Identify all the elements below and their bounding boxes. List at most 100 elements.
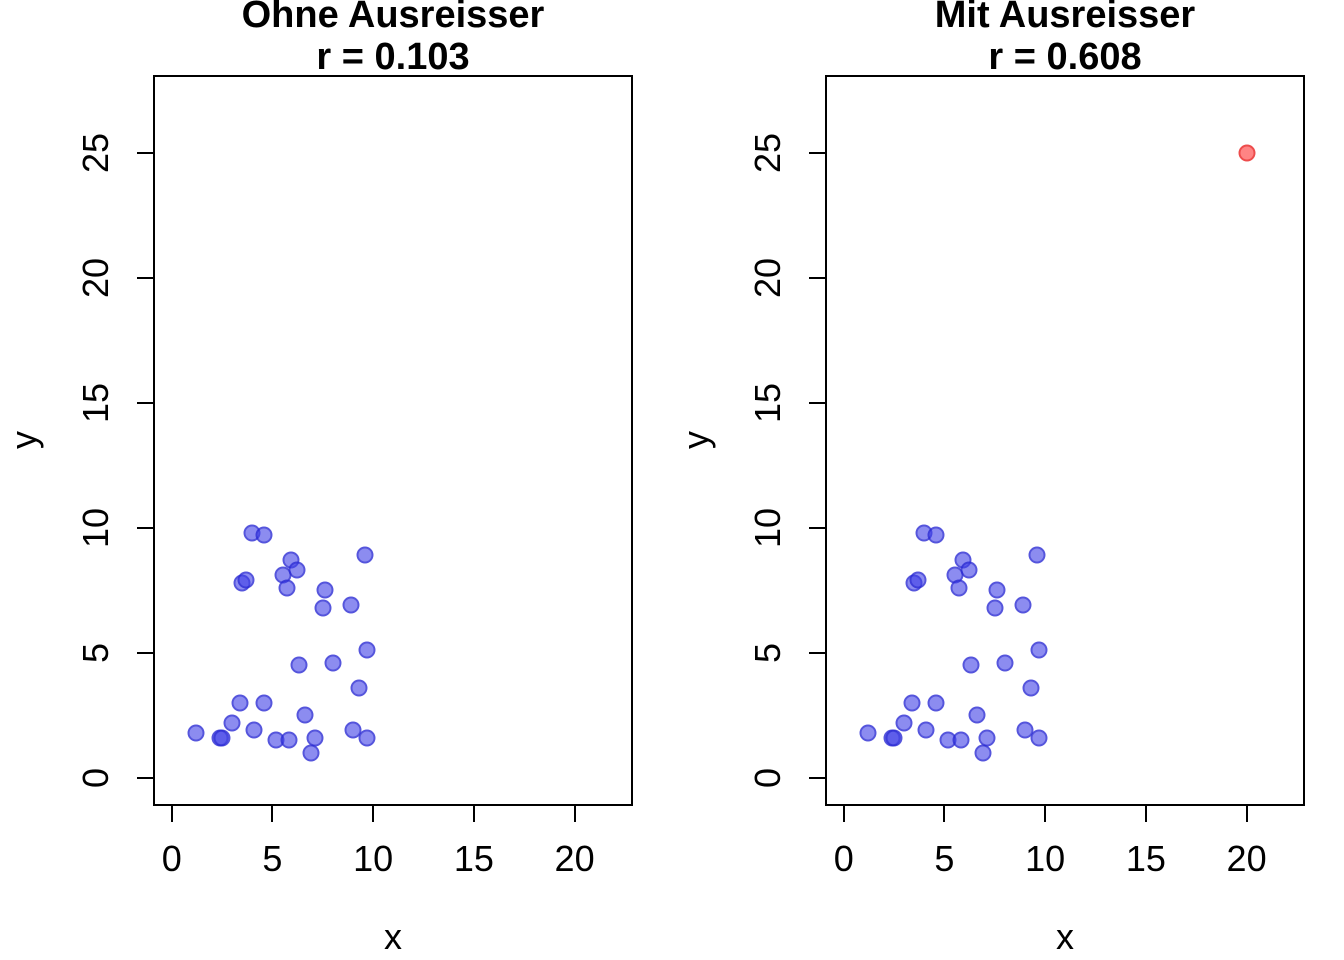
x-axis-tick-label: 0 <box>833 838 854 879</box>
y-axis-tick <box>137 776 153 779</box>
correlation-label: r = 0.103 <box>316 36 470 78</box>
y-axis-tick-label: 0 <box>747 767 788 788</box>
data-point <box>223 714 241 732</box>
x-axis-tick <box>372 806 375 822</box>
x-axis-tick <box>170 806 173 822</box>
data-point <box>1030 641 1048 659</box>
data-point <box>344 721 362 739</box>
plot-area <box>825 75 1305 806</box>
data-point <box>903 694 921 712</box>
data-point <box>237 571 255 589</box>
data-point <box>909 571 927 589</box>
x-axis-tick <box>842 806 845 822</box>
plot-title: Mit Ausreisser <box>934 0 1196 36</box>
data-point <box>302 744 320 762</box>
data-point <box>927 694 945 712</box>
data-point <box>927 526 945 544</box>
x-axis-tick-label: 20 <box>554 838 595 879</box>
data-point <box>358 641 376 659</box>
x-axis-tick <box>472 806 475 822</box>
data-point <box>324 654 342 672</box>
data-point <box>231 694 249 712</box>
y-axis-tick <box>137 151 153 154</box>
data-point <box>342 596 360 614</box>
data-point <box>255 694 273 712</box>
data-point <box>316 581 334 599</box>
x-axis-tick <box>943 806 946 822</box>
y-axis-tick <box>137 526 153 529</box>
panel-ohne-ausreisser: Ohne Ausreisser r = 0.103 x y 0 5 10 15 20 0 5… <box>3 0 633 957</box>
data-point <box>1014 596 1032 614</box>
data-point <box>356 546 374 564</box>
data-point <box>978 729 996 747</box>
data-point <box>306 729 324 747</box>
data-point <box>950 579 968 597</box>
data-point <box>917 721 935 739</box>
data-point <box>885 729 903 747</box>
x-axis-tick <box>573 806 576 822</box>
x-axis-tick-label: 15 <box>1125 838 1166 879</box>
x-axis-tick-label: 15 <box>453 838 494 879</box>
x-axis-tick <box>1044 806 1047 822</box>
data-point <box>986 599 1004 617</box>
y-axis-tick-label: 15 <box>747 382 788 423</box>
data-point <box>974 744 992 762</box>
y-axis-tick-label: 25 <box>75 132 116 173</box>
data-point <box>296 706 314 724</box>
data-point <box>895 714 913 732</box>
y-axis-tick-label: 0 <box>75 767 116 788</box>
y-axis-tick <box>137 276 153 279</box>
y-axis-tick-label: 20 <box>75 257 116 298</box>
plot-title: Ohne Ausreisser <box>241 0 545 36</box>
x-axis-tick-label: 5 <box>934 838 955 879</box>
plot-area <box>153 75 633 806</box>
y-axis-tick <box>809 401 825 404</box>
x-axis-tick <box>1245 806 1248 822</box>
panel-mit-ausreisser: Mit Ausreisser r = 0.608 x y 0 5 10 15 20 0 5 1… <box>672 0 1344 960</box>
data-point <box>213 729 231 747</box>
y-axis-tick <box>809 776 825 779</box>
y-axis-tick-label: 10 <box>75 507 116 548</box>
data-point <box>968 706 986 724</box>
data-point <box>960 561 978 579</box>
data-point <box>288 561 306 579</box>
y-axis-tick-label: 20 <box>747 257 788 298</box>
x-axis-tick <box>271 806 274 822</box>
x-axis-title: x <box>1056 916 1074 957</box>
data-point <box>859 724 877 742</box>
x-axis-tick-label: 5 <box>262 838 283 879</box>
data-point <box>1028 546 1046 564</box>
data-point <box>358 729 376 747</box>
x-axis-tick-label: 10 <box>1025 838 1066 879</box>
data-point <box>245 721 263 739</box>
y-axis-tick-label: 25 <box>747 132 788 173</box>
data-point <box>962 656 980 674</box>
data-point <box>187 724 205 742</box>
data-point <box>1016 721 1034 739</box>
data-point <box>280 731 298 749</box>
y-axis-tick <box>809 651 825 654</box>
data-point <box>1022 679 1040 697</box>
y-axis-tick <box>809 151 825 154</box>
y-axis-tick <box>809 526 825 529</box>
y-axis-tick-label: 5 <box>75 642 116 663</box>
outlier-point <box>1238 144 1256 162</box>
y-axis-tick-label: 15 <box>75 382 116 423</box>
x-axis-tick-label: 0 <box>161 838 182 879</box>
data-point <box>1030 729 1048 747</box>
y-axis-title: y <box>675 431 716 449</box>
y-axis-tick-label: 5 <box>747 642 788 663</box>
data-point <box>952 731 970 749</box>
x-axis-tick-label: 20 <box>1226 838 1267 879</box>
data-point <box>314 599 332 617</box>
data-point <box>255 526 273 544</box>
x-axis-tick-label: 10 <box>353 838 394 879</box>
y-axis-tick <box>809 276 825 279</box>
data-point <box>350 679 368 697</box>
data-point <box>290 656 308 674</box>
correlation-label: r = 0.608 <box>988 36 1142 78</box>
data-point <box>996 654 1014 672</box>
data-point <box>988 581 1006 599</box>
y-axis-tick-label: 10 <box>747 507 788 548</box>
y-axis-title: y <box>3 431 44 449</box>
